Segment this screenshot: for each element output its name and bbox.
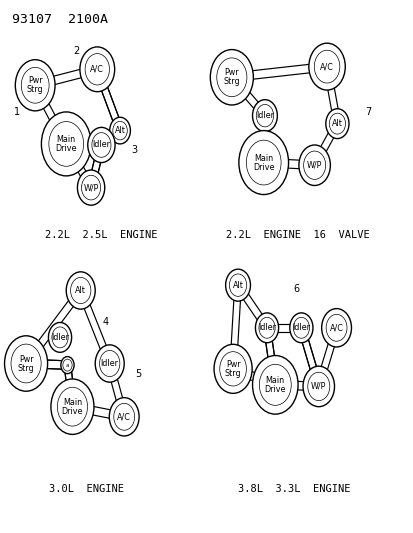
Circle shape: [41, 112, 91, 176]
Text: 4: 4: [102, 318, 108, 327]
Text: 5: 5: [135, 369, 142, 379]
Text: Main
Drive: Main Drive: [264, 376, 285, 394]
Circle shape: [298, 145, 330, 185]
Text: Idler: Idler: [292, 324, 310, 332]
Circle shape: [302, 366, 334, 407]
Circle shape: [214, 344, 252, 393]
Circle shape: [112, 122, 127, 140]
Text: Main
Drive: Main Drive: [252, 154, 274, 172]
Circle shape: [51, 379, 94, 434]
Text: A/C: A/C: [329, 324, 343, 332]
Circle shape: [289, 313, 312, 343]
Text: Pwr
Strg: Pwr Strg: [224, 360, 241, 378]
Circle shape: [49, 122, 83, 166]
Circle shape: [252, 356, 297, 414]
Circle shape: [48, 322, 71, 352]
Text: Main
Drive: Main Drive: [62, 398, 83, 416]
Text: A/C: A/C: [90, 65, 104, 74]
Circle shape: [109, 398, 139, 436]
Circle shape: [259, 365, 291, 405]
Circle shape: [321, 309, 351, 347]
Text: 1: 1: [14, 107, 19, 117]
Circle shape: [85, 54, 109, 85]
Circle shape: [303, 151, 325, 180]
Circle shape: [109, 117, 130, 144]
Circle shape: [328, 113, 345, 134]
Text: 2.2L  2.5L  ENGINE: 2.2L 2.5L ENGINE: [45, 230, 157, 239]
Text: Alt: Alt: [114, 126, 125, 135]
Text: W/P: W/P: [83, 183, 99, 192]
Circle shape: [255, 313, 278, 343]
Circle shape: [77, 170, 104, 205]
Circle shape: [11, 344, 41, 383]
Circle shape: [21, 67, 49, 103]
Text: Pwr
Strg: Pwr Strg: [27, 76, 43, 94]
Circle shape: [70, 277, 91, 304]
Text: A/C: A/C: [117, 413, 131, 421]
Circle shape: [256, 104, 273, 127]
Circle shape: [219, 352, 246, 386]
Circle shape: [57, 387, 87, 426]
Text: Pwr
Strg: Pwr Strg: [223, 68, 240, 86]
Circle shape: [100, 351, 120, 376]
Text: W/P: W/P: [310, 382, 326, 391]
Text: W/P: W/P: [306, 161, 322, 169]
Circle shape: [63, 359, 72, 371]
Circle shape: [313, 50, 339, 83]
Circle shape: [92, 133, 111, 157]
Text: 3.8L  3.3L  ENGINE: 3.8L 3.3L ENGINE: [237, 484, 349, 494]
Text: Pwr
Strg: Pwr Strg: [18, 354, 34, 373]
Circle shape: [252, 100, 277, 132]
Circle shape: [229, 274, 246, 296]
Circle shape: [325, 314, 346, 341]
Circle shape: [81, 175, 100, 200]
Text: Alt: Alt: [232, 281, 243, 289]
Text: 3: 3: [131, 146, 137, 155]
Circle shape: [210, 50, 253, 105]
Circle shape: [246, 140, 280, 185]
Text: 3.0L  ENGINE: 3.0L ENGINE: [49, 484, 124, 494]
Text: Idler: Idler: [51, 333, 69, 342]
Text: 6: 6: [292, 284, 298, 294]
Text: Alt: Alt: [331, 119, 342, 128]
Circle shape: [66, 272, 95, 309]
Circle shape: [95, 345, 124, 382]
Text: 93107  2100A: 93107 2100A: [12, 13, 108, 26]
Circle shape: [61, 357, 74, 374]
Text: Idler: Idler: [255, 111, 273, 120]
Circle shape: [325, 109, 348, 139]
Circle shape: [258, 317, 275, 338]
Text: Idler: Idler: [92, 141, 110, 149]
Text: Main
Drive: Main Drive: [55, 135, 77, 153]
Circle shape: [15, 60, 55, 111]
Text: Idler: Idler: [257, 324, 275, 332]
Circle shape: [88, 127, 115, 163]
Text: Alt: Alt: [75, 286, 86, 295]
Circle shape: [238, 131, 288, 195]
Text: Idler: Idler: [100, 359, 119, 368]
Text: 7: 7: [364, 107, 371, 117]
Circle shape: [5, 336, 47, 391]
Circle shape: [307, 372, 329, 401]
Text: 2: 2: [73, 46, 80, 55]
Circle shape: [225, 269, 250, 301]
Text: a: a: [66, 362, 69, 368]
Circle shape: [80, 47, 114, 92]
Circle shape: [52, 327, 68, 348]
Circle shape: [292, 317, 309, 338]
Text: 2.2L  ENGINE  16  VALVE: 2.2L ENGINE 16 VALVE: [225, 230, 369, 239]
Circle shape: [308, 43, 344, 90]
Text: A/C: A/C: [319, 62, 333, 71]
Circle shape: [216, 58, 246, 96]
Circle shape: [114, 403, 134, 430]
